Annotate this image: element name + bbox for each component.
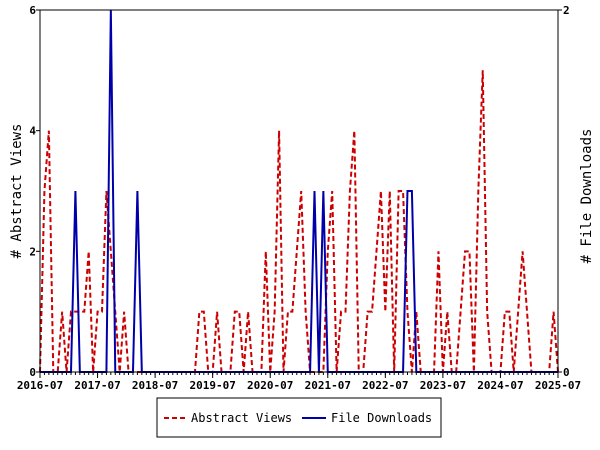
y-left-axis-title: # Abstract Views [9, 124, 25, 259]
x-tick-label: 2024-07 [477, 379, 523, 392]
series-line-1 [40, 9, 558, 373]
x-tick-label: 2019-07 [189, 379, 235, 392]
x-tick-label: 2020-07 [247, 379, 293, 392]
x-tick-label: 2021-07 [305, 379, 351, 392]
plot-frame [39, 9, 559, 373]
x-tick-label: 2016-07 [17, 379, 63, 392]
y-right-axis-title: # File Downloads [579, 129, 595, 264]
y-left-tick-label: 6 [29, 4, 36, 17]
x-tick-label: 2025-07 [535, 379, 581, 392]
legend-box [156, 397, 442, 438]
x-tick-label: 2022-07 [362, 379, 408, 392]
y-left-tick-label: 4 [29, 125, 36, 138]
x-tick-label: 2017-07 [74, 379, 120, 392]
tick-layer: 2016-07 2017-07 2018-07 2019-07 2020-07 2021-… [17, 4, 581, 392]
x-tick-label: 2023-07 [420, 379, 466, 392]
y-right-tick-label: 0 [563, 366, 570, 379]
legend-label-file-downloads: File Downloads [331, 411, 432, 425]
series-layer [39, 9, 559, 373]
x-tick-label: 2018-07 [132, 379, 178, 392]
y-left-tick-label: 0 [29, 366, 36, 379]
legend-label-abstract-views: Abstract Views [191, 411, 292, 425]
series-line-0 [39, 70, 559, 373]
legend: Abstract Views File Downloads [156, 397, 442, 438]
y-left-tick-label: 2 [29, 245, 36, 258]
plot-border [39, 9, 559, 373]
y-right-tick-label: 2 [563, 4, 570, 17]
